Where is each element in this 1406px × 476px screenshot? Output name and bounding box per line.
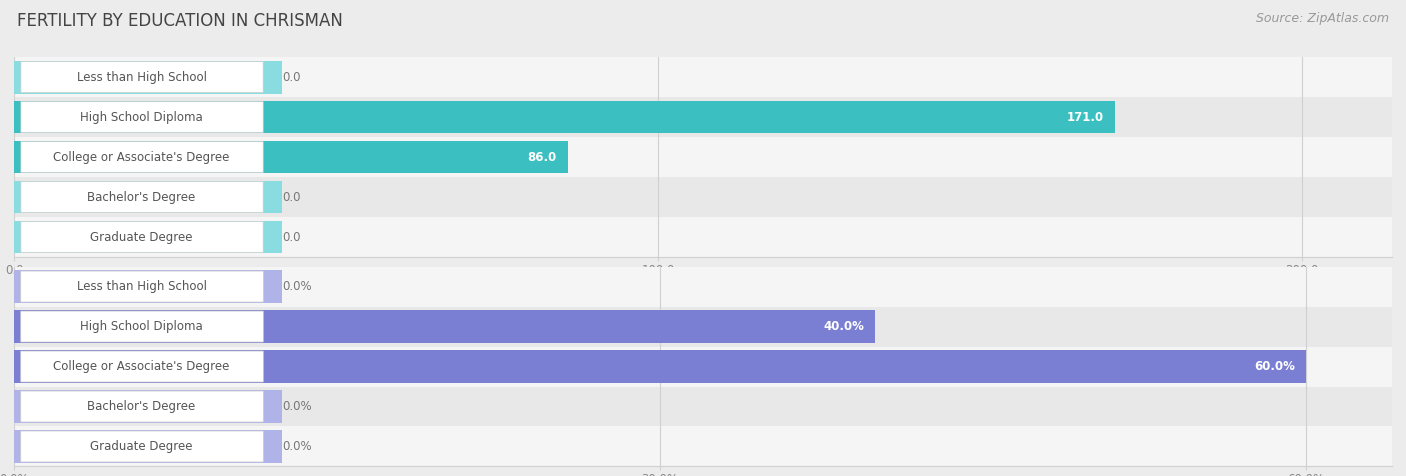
- Text: Graduate Degree: Graduate Degree: [90, 230, 193, 244]
- Bar: [14, 221, 281, 253]
- Text: 60.0%: 60.0%: [1254, 360, 1295, 373]
- Text: 0.0%: 0.0%: [283, 440, 312, 453]
- FancyBboxPatch shape: [21, 101, 263, 133]
- Bar: [14, 57, 1392, 97]
- Bar: [14, 141, 568, 173]
- Text: 0.0: 0.0: [283, 70, 301, 84]
- Bar: [14, 177, 1392, 217]
- Text: Less than High School: Less than High School: [76, 70, 207, 84]
- Text: Graduate Degree: Graduate Degree: [90, 440, 193, 453]
- Text: College or Associate's Degree: College or Associate's Degree: [53, 150, 229, 164]
- Text: 0.0%: 0.0%: [283, 280, 312, 293]
- FancyBboxPatch shape: [21, 311, 263, 342]
- Text: Bachelor's Degree: Bachelor's Degree: [87, 400, 195, 413]
- FancyBboxPatch shape: [21, 181, 263, 213]
- Text: High School Diploma: High School Diploma: [80, 320, 202, 333]
- FancyBboxPatch shape: [21, 271, 263, 302]
- Bar: [14, 390, 281, 423]
- Text: 0.0: 0.0: [283, 230, 301, 244]
- Text: College or Associate's Degree: College or Associate's Degree: [53, 360, 229, 373]
- Bar: [14, 267, 1392, 307]
- Bar: [14, 270, 281, 303]
- Bar: [14, 137, 1392, 177]
- Bar: [14, 347, 1392, 387]
- FancyBboxPatch shape: [21, 221, 263, 253]
- Text: Bachelor's Degree: Bachelor's Degree: [87, 190, 195, 204]
- Bar: [14, 430, 281, 463]
- Text: Less than High School: Less than High School: [76, 280, 207, 293]
- Bar: [14, 101, 1115, 133]
- Text: High School Diploma: High School Diploma: [80, 110, 202, 124]
- Bar: [14, 61, 281, 93]
- Bar: [14, 217, 1392, 257]
- Bar: [14, 307, 1392, 347]
- FancyBboxPatch shape: [21, 141, 263, 173]
- Bar: [14, 387, 1392, 426]
- Bar: [14, 350, 1306, 383]
- Text: 86.0: 86.0: [527, 150, 557, 164]
- Bar: [14, 181, 281, 213]
- Text: 0.0: 0.0: [283, 190, 301, 204]
- Text: Source: ZipAtlas.com: Source: ZipAtlas.com: [1256, 12, 1389, 25]
- Bar: [14, 97, 1392, 137]
- FancyBboxPatch shape: [21, 431, 263, 462]
- FancyBboxPatch shape: [21, 61, 263, 93]
- Text: 0.0%: 0.0%: [283, 400, 312, 413]
- Text: FERTILITY BY EDUCATION IN CHRISMAN: FERTILITY BY EDUCATION IN CHRISMAN: [17, 12, 343, 30]
- Bar: [14, 310, 875, 343]
- FancyBboxPatch shape: [21, 351, 263, 382]
- Bar: [14, 426, 1392, 466]
- Text: 40.0%: 40.0%: [824, 320, 865, 333]
- FancyBboxPatch shape: [21, 391, 263, 422]
- Text: 171.0: 171.0: [1067, 110, 1104, 124]
